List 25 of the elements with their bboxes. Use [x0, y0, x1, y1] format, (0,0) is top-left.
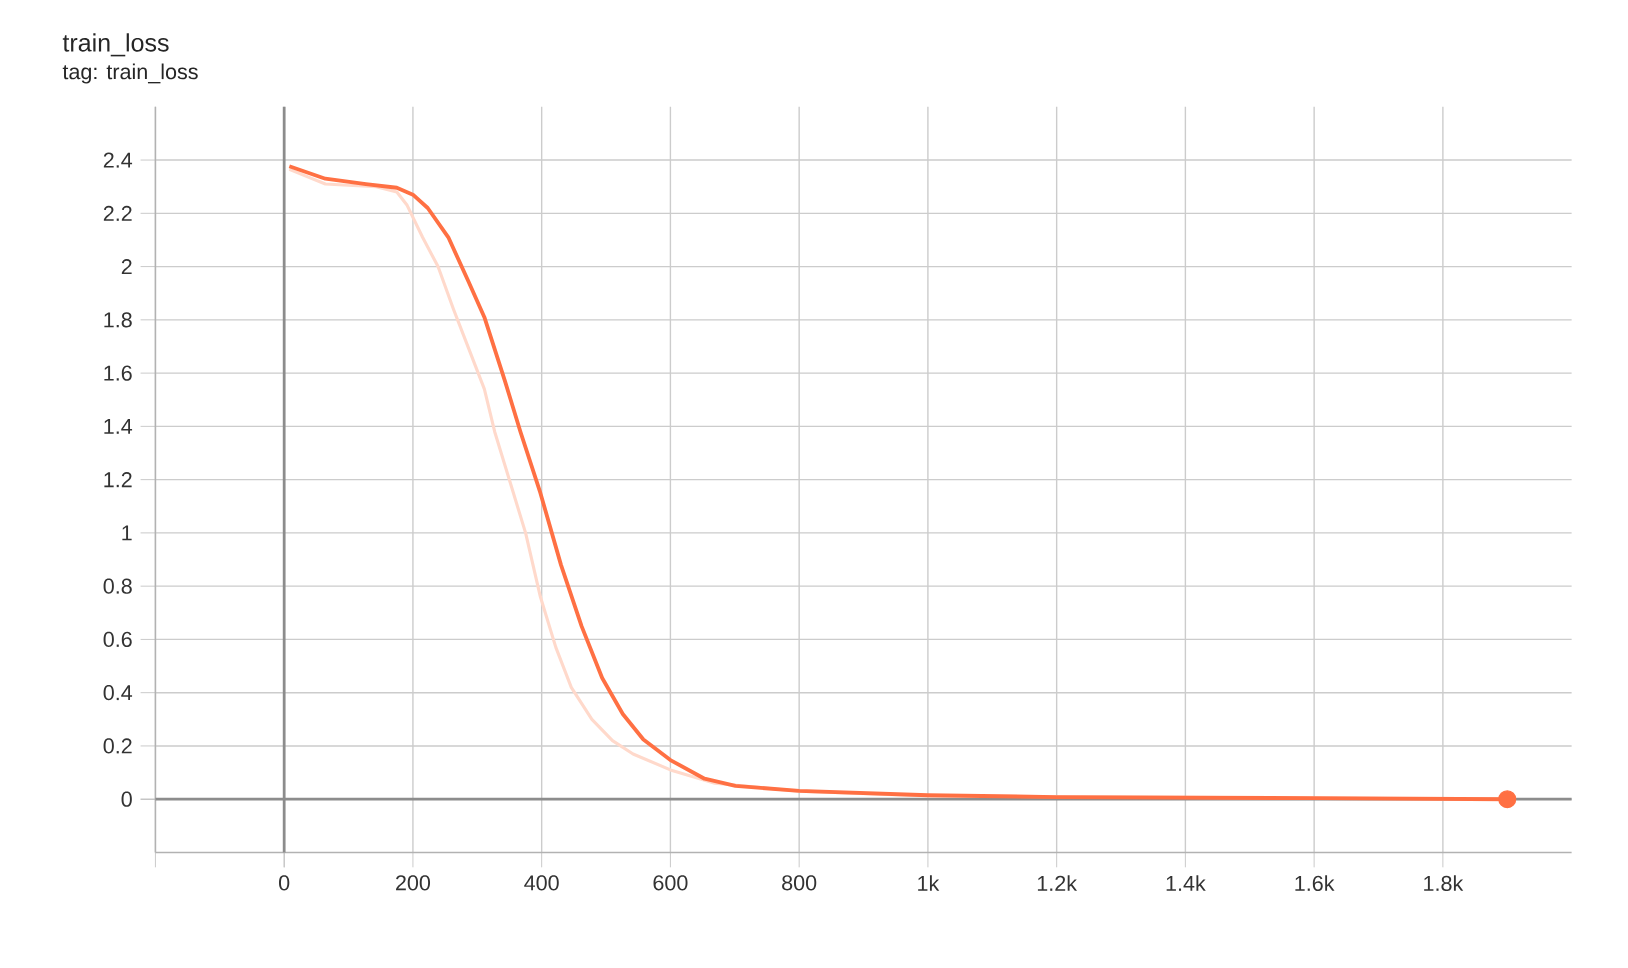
y-tick-label: 1.6	[104, 365, 132, 381]
x-tick-label: 1.2k	[1037, 875, 1078, 891]
x-tick-label: 1k	[918, 875, 940, 891]
x-tick-label: 1.8k	[1424, 875, 1464, 891]
y-tick-label: 0.6	[103, 631, 132, 647]
chart-subtitle: tag: train_loss	[62, 63, 198, 84]
x-tick-label: 1.6k	[1295, 875, 1335, 891]
y-tick-label: 1.8	[104, 312, 132, 328]
chart-title: train_loss	[62, 33, 169, 57]
y-tick-label: 2.4	[103, 152, 133, 168]
y-tick-label: 1.2	[104, 472, 132, 488]
y-tick-label: 0.8	[103, 578, 132, 594]
y-tick-label: 1.4	[104, 418, 133, 434]
x-tick-label: 400	[524, 875, 559, 891]
y-tick-label: 0	[121, 791, 132, 807]
y-tick-label: 2.2	[103, 205, 132, 221]
x-tick-label: 0	[279, 875, 290, 891]
y-tick-label: 2	[121, 258, 132, 275]
x-tick-label: 1.4k	[1166, 875, 1206, 891]
y-tick-label: 0.4	[103, 684, 133, 701]
y-tick-label: 1	[122, 525, 132, 541]
y-tick-label: 0.2	[103, 738, 132, 754]
x-tick-label: 800	[782, 875, 817, 891]
x-tick-label: 200	[396, 875, 431, 891]
x-tick-label: 600	[653, 875, 688, 891]
